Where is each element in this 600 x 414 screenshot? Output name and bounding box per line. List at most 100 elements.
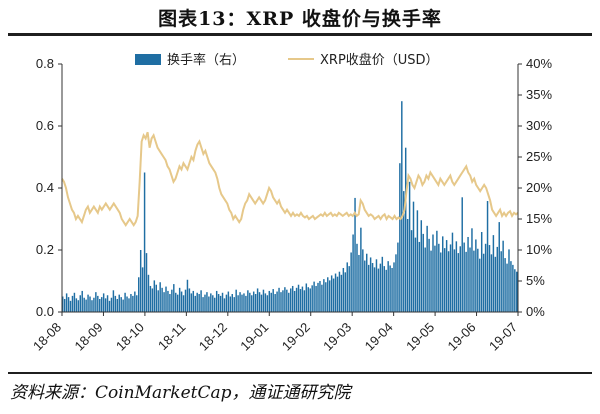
turnover-bar: [488, 245, 491, 312]
turnover-bar: [116, 298, 119, 312]
legend-label-turnover: 换手率（右）: [167, 52, 245, 68]
turnover-bar: [319, 281, 321, 312]
turnover-bar: [141, 267, 144, 312]
turnover-bar: [317, 282, 319, 312]
turnover-bar: [342, 267, 345, 312]
right-tick-label: 0%: [526, 304, 545, 319]
turnover-bar: [278, 287, 280, 312]
turnover-bar: [418, 241, 421, 312]
turnover-bar: [512, 264, 514, 312]
turnover-bar: [126, 296, 128, 312]
turnover-bar: [276, 291, 278, 312]
turnover-bar: [65, 293, 68, 312]
turnover-bar: [67, 297, 70, 312]
turnover-bar: [445, 240, 448, 312]
turnover-bar: [130, 294, 132, 312]
turnover-bar: [260, 294, 263, 312]
turnover-bar: [502, 240, 504, 312]
turnover-bar: [496, 246, 499, 312]
turnover-bar: [330, 275, 333, 312]
turnover-bar: [373, 267, 376, 312]
turnover-bar: [467, 236, 469, 312]
turnover-bar: [99, 298, 101, 312]
turnover-bar: [391, 267, 393, 312]
left-tick-label: 0.6: [36, 118, 54, 133]
turnover-bar: [81, 290, 83, 312]
turnover-bar: [215, 290, 218, 312]
turnover-bar: [432, 234, 434, 312]
turnover-bar: [159, 282, 161, 312]
turnover-bar: [173, 284, 175, 312]
turnover-bar: [73, 292, 76, 312]
right-tick-label: 25%: [526, 149, 552, 164]
turnover-bar: [235, 289, 237, 312]
left-tick-label: 0.8: [36, 56, 54, 71]
turnover-bar: [383, 266, 385, 312]
turnover-bar: [204, 294, 206, 312]
turnover-bar: [288, 292, 290, 312]
title-rule: [8, 33, 592, 36]
turnover-bar: [434, 245, 436, 312]
turnover-bar: [134, 291, 136, 312]
turnover-bar: [272, 289, 274, 312]
turnover-bar: [85, 299, 87, 312]
turnover-bar: [369, 257, 372, 312]
legend-swatch-turnover: [135, 54, 161, 65]
turnover-bar: [163, 292, 165, 312]
turnover-bar: [280, 292, 282, 312]
turnover-bar: [151, 288, 154, 312]
right-tick-label: 15%: [526, 211, 552, 226]
legend: 换手率（右） XRP收盘价（USD）: [135, 52, 439, 68]
turnover-bar: [102, 293, 105, 312]
turnover-bar: [401, 101, 403, 312]
turnover-bar: [286, 289, 288, 312]
turnover-bar: [475, 239, 477, 312]
turnover-bar: [315, 285, 317, 312]
turnover-bar: [254, 294, 257, 312]
turnover-bar: [416, 210, 419, 312]
turnover-bar: [155, 284, 157, 312]
turnover-bar: [176, 294, 179, 312]
turnover-bar: [471, 228, 473, 312]
turnover-bar: [97, 295, 99, 312]
turnover-bar: [514, 269, 516, 312]
turnover-bar: [63, 298, 66, 312]
turnover-bar: [79, 295, 81, 312]
turnover-bar: [328, 280, 331, 312]
turnover-bar: [180, 291, 183, 312]
turnover-bars: [62, 101, 518, 312]
turnover-bar: [231, 294, 233, 312]
turnover-bar: [367, 264, 370, 312]
turnover-bar: [477, 248, 479, 312]
turnover-bar: [169, 294, 171, 312]
turnover-bar: [118, 294, 120, 312]
turnover-bar: [198, 294, 200, 312]
turnover-bar: [217, 294, 220, 312]
turnover-bar: [138, 277, 140, 312]
turnover-bar: [412, 201, 415, 312]
turnover-bar: [323, 279, 325, 312]
turnover-bar: [301, 286, 304, 312]
turnover-bar: [356, 243, 358, 312]
turnover-bar: [451, 232, 454, 312]
turnover-bar: [340, 274, 343, 312]
turnover-bar: [108, 300, 111, 312]
turnover-bar: [274, 294, 276, 312]
turnover-bar: [175, 292, 177, 312]
turnover-bar: [171, 289, 173, 312]
turnover-bar: [256, 288, 259, 312]
x-tick-label: 18-10: [113, 320, 147, 354]
turnover-bar: [182, 295, 185, 312]
turnover-bar: [149, 285, 152, 312]
turnover-bar: [106, 295, 109, 312]
turnover-bar: [284, 287, 286, 312]
turnover-bar: [305, 283, 308, 312]
turnover-bar: [362, 249, 364, 312]
turnover-bar: [186, 279, 189, 312]
right-tick-label: 20%: [526, 180, 552, 195]
turnover-bar: [237, 295, 239, 312]
right-axis-ticks: 0% 5% 10% 15% 20% 25% 30% 35% 40%: [518, 56, 552, 319]
x-tick-label: 19-04: [362, 320, 396, 354]
turnover-bar: [484, 243, 487, 312]
right-tick-label: 30%: [526, 118, 552, 133]
